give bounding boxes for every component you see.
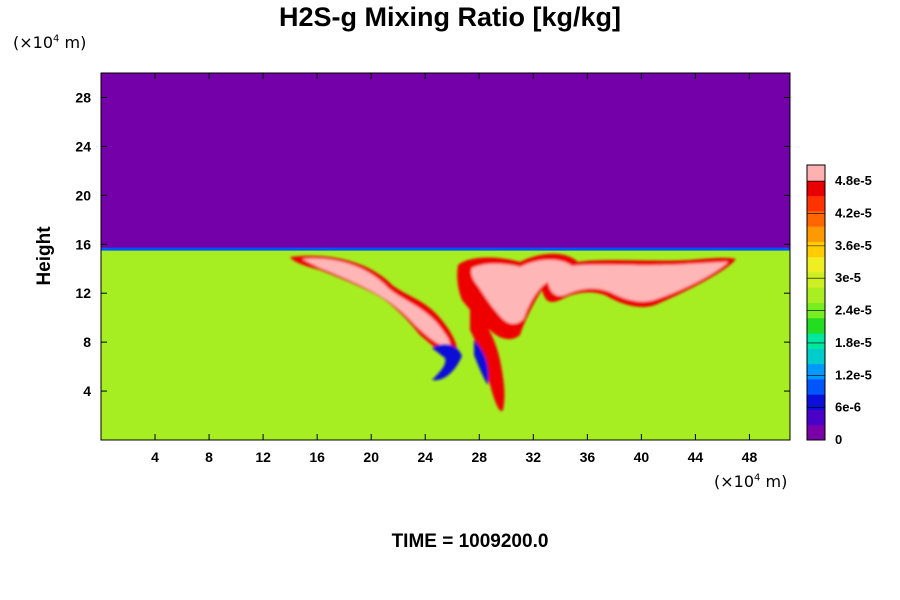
colorbar-segment [807, 394, 825, 410]
plume-blue-curl [432, 344, 462, 381]
colorbar-segment [807, 317, 825, 334]
colorbar-tick-label: 1.2e-5 [835, 367, 872, 382]
colorbar-tick-label: 6e-6 [835, 400, 861, 415]
plume-stalk [470, 300, 505, 411]
colorbar-segment [807, 210, 825, 227]
y-tick-label: 28 [75, 89, 91, 105]
colorbar-segment [807, 363, 825, 380]
y-tick-label: 12 [75, 285, 91, 301]
colorbar-tick-label: 0 [835, 432, 842, 447]
y-axis-unit: (×104 m) [13, 33, 87, 52]
y-tick-label: 4 [83, 383, 91, 399]
y-axis: 4 8 12 16 20 24 28 [75, 89, 790, 399]
x-tick-label: 44 [688, 449, 704, 465]
plume [290, 253, 736, 411]
x-tick-label: 24 [417, 449, 433, 465]
colorbar-segment [807, 195, 825, 212]
colorbar-segment [807, 409, 825, 426]
x-tick-label: 28 [471, 449, 487, 465]
plume-core-right [471, 259, 728, 324]
colorbar-tick-label: 4.8e-5 [835, 173, 872, 188]
colorbar-segment [807, 165, 825, 181]
plot-frame [100, 72, 791, 441]
y-tick-label: 16 [75, 236, 91, 252]
heatmap-field [101, 73, 790, 440]
x-tick-label: 48 [742, 449, 758, 465]
x-tick-label: 40 [634, 449, 650, 465]
colorbar-segment [807, 287, 825, 303]
plume-blue-stalk [474, 340, 489, 385]
time-label: TIME = 1009200.0 [391, 531, 549, 552]
x-tick-label: 8 [205, 449, 213, 465]
colorbar-segment [807, 226, 825, 242]
colorbar-tick-label: 1.8e-5 [835, 335, 872, 350]
colorbar: 0 6e-6 1.2e-5 1.8e-5 2.4e-5 3e-5 3.6e-5 4.2e-5 4… [806, 164, 872, 447]
x-tick-label: 16 [309, 449, 325, 465]
colorbar-segment [807, 424, 825, 441]
plume-core-left [302, 258, 451, 347]
x-axis: 4 8 12 16 20 24 28 32 36 40 44 48 [151, 73, 757, 465]
colorbar-segment [807, 256, 825, 273]
x-axis-unit: (×104 m) [714, 472, 788, 491]
x-tick-label: 20 [363, 449, 379, 465]
colorbar-segment [807, 271, 825, 288]
x-tick-label: 12 [255, 449, 271, 465]
y-tick-label: 20 [75, 187, 91, 203]
colorbar-tick-label: 3.6e-5 [835, 238, 872, 253]
colorbar-tick-label: 2.4e-5 [835, 303, 872, 318]
y-tick-label: 24 [75, 138, 91, 154]
x-tick-label: 32 [526, 449, 542, 465]
colorbar-segment [807, 378, 825, 395]
chart-title: H2S-g Mixing Ratio [kg/kg] [278, 2, 621, 32]
x-tick-label: 4 [151, 449, 159, 465]
y-axis-label: Height [34, 226, 55, 286]
upper-layer [101, 73, 790, 251]
x-tick-label: 36 [580, 449, 596, 465]
colorbar-segment [807, 333, 825, 349]
y-tick-label: 8 [83, 334, 91, 350]
colorbar-tick-label: 3e-5 [835, 270, 861, 285]
colorbar-tick-label: 4.2e-5 [835, 206, 872, 221]
colorbar-segment [807, 241, 825, 258]
colorbar-segment [807, 180, 825, 197]
colorbar-segment [807, 348, 825, 365]
